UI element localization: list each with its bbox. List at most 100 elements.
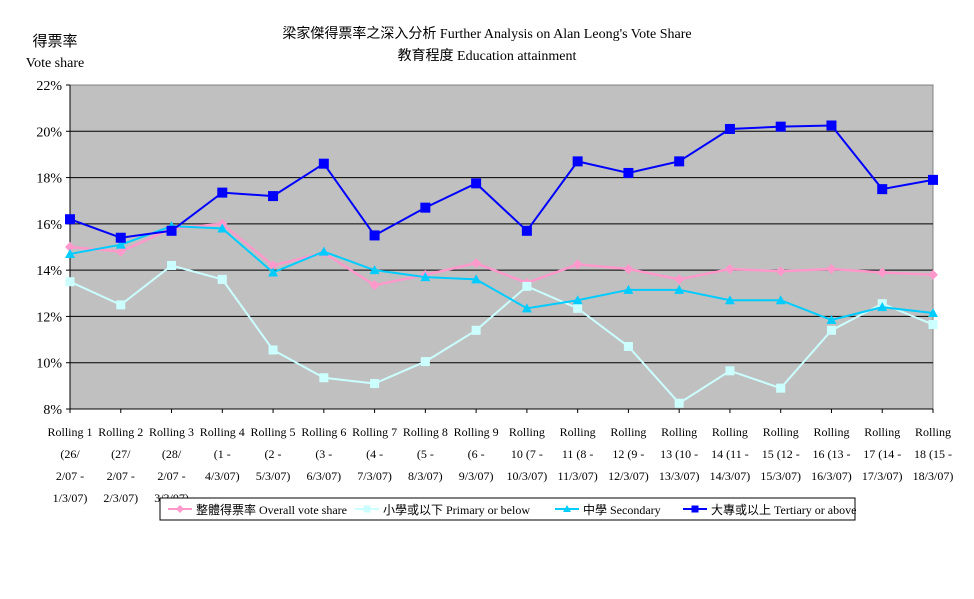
square-marker <box>420 357 430 367</box>
diamond-marker <box>65 242 75 252</box>
square-marker <box>471 178 482 189</box>
plot-area <box>69 84 934 410</box>
x-tick-label-line: 11/3/07) <box>558 469 598 483</box>
x-tick-label: Rolling 18 (15 - 18/3/07) <box>913 425 954 483</box>
square-marker <box>370 379 380 389</box>
triangle-marker <box>521 303 532 313</box>
x-tick-label-line: 4/3/07) <box>205 469 240 483</box>
triangle-marker <box>217 223 228 233</box>
series-line <box>69 225 934 321</box>
square-marker <box>369 230 380 241</box>
x-tick-label: Rolling 17 (14 - 17/3/07) <box>862 425 903 483</box>
x-tick-label-line: 7/3/07) <box>357 469 392 483</box>
x-tick-label-line: 2/07 - <box>56 469 84 483</box>
x-tick-label-line: Rolling 2 <box>98 425 143 439</box>
square-marker <box>217 274 227 284</box>
square-marker <box>725 366 735 376</box>
series-0 <box>65 218 938 291</box>
square-marker <box>928 174 938 185</box>
square-marker <box>826 325 836 335</box>
x-tick-label-line: Rolling 8 <box>403 425 448 439</box>
y-axis-label: Vote share <box>26 56 84 71</box>
x-tick-label-line: Rolling <box>864 425 900 439</box>
triangle-marker <box>369 265 380 275</box>
triangle-marker <box>826 314 837 324</box>
x-tick-label-line: (5 - <box>417 447 434 461</box>
series-3 <box>65 120 938 243</box>
square-marker <box>471 325 481 335</box>
square-marker <box>674 156 685 167</box>
diamond-marker <box>623 263 634 274</box>
x-tick-label-line: Rolling <box>560 425 596 439</box>
diamond-marker <box>928 269 938 280</box>
x-tick-label-line: 14/3/07) <box>710 469 751 483</box>
diamond-marker <box>877 267 888 278</box>
square-marker <box>319 373 329 383</box>
series-line <box>69 222 934 287</box>
diamond-marker <box>775 266 786 277</box>
y-tick-label: 22% <box>36 79 62 94</box>
x-tick-label-line: 2/07 - <box>107 469 135 483</box>
x-tick-label-line: Rolling <box>712 425 748 439</box>
square-marker <box>573 303 583 313</box>
square-marker <box>65 214 75 225</box>
diamond-marker <box>176 505 184 513</box>
x-tick-label-line: (1 - <box>214 447 231 461</box>
triangle-marker <box>471 274 482 284</box>
x-tick-label-line: 13/3/07) <box>659 469 700 483</box>
square-marker <box>776 383 786 393</box>
x-tick-label-line: 16 (13 - <box>812 447 850 461</box>
x-tick-label: Rolling 5 (2 - 5/3/07) <box>251 425 296 483</box>
legend-label: 小學或以下 Primary or below <box>383 503 530 517</box>
triangle-marker <box>420 272 431 282</box>
square-marker <box>167 261 177 271</box>
x-tick-label-line: (26/ <box>60 447 80 461</box>
triangle-marker <box>115 239 126 249</box>
x-tick-label-line: 17 (14 - <box>863 447 901 461</box>
diamond-marker <box>724 263 735 274</box>
triangle-marker <box>775 295 786 305</box>
chart-subtitle: 教育程度 Education attainment <box>398 48 577 64</box>
legend: 整體得票率 Overall vote share 小學或以下 Primary or… <box>159 497 856 521</box>
triangle-marker <box>268 267 279 277</box>
x-tick-label-line: Rolling 7 <box>352 425 397 439</box>
x-tick-label: Rolling 11 (8 - 11/3/07) <box>558 425 598 483</box>
triangle-marker <box>65 248 75 258</box>
diamond-marker <box>572 259 583 270</box>
x-tick-label-line: Rolling 1 <box>47 425 92 439</box>
triangle-marker <box>623 284 634 294</box>
legend-item: 小學或以下 Primary or below <box>355 503 530 517</box>
x-tick-label-line: (4 - <box>366 447 383 461</box>
triangle-marker <box>318 246 329 256</box>
x-tick-label-line: 8/3/07) <box>408 469 443 483</box>
x-tick-label-line: (6 - <box>468 447 485 461</box>
x-tick-label-line: 18/3/07) <box>913 469 954 483</box>
y-tick-label: 10% <box>36 357 62 372</box>
legend-item: 大專或以上 Tertiary or above <box>683 503 856 517</box>
x-tick-label-line: Rolling <box>763 425 799 439</box>
x-tick-label-line: Rolling 4 <box>200 425 245 439</box>
triangle-marker <box>724 295 735 305</box>
square-marker <box>572 156 583 167</box>
x-tick-label-line: 2/07 - <box>157 469 185 483</box>
x-tick-label-line: Rolling <box>610 425 646 439</box>
y-tick-label: 18% <box>36 172 62 187</box>
y-tick-label: 8% <box>43 403 62 418</box>
diamond-marker <box>674 274 685 285</box>
square-marker <box>268 345 278 355</box>
x-tick-label-line: 15/3/07) <box>760 469 801 483</box>
square-marker <box>166 225 177 236</box>
legend-label: 整體得票率 Overall vote share <box>196 502 347 517</box>
x-tick-label-line: 10 (7 - <box>511 447 543 461</box>
square-marker <box>116 300 126 310</box>
x-tick-label-line: Rolling 5 <box>251 425 296 439</box>
square-marker <box>268 191 279 202</box>
x-tick-label-line: 11 (8 - <box>562 447 594 461</box>
square-marker <box>318 158 329 169</box>
x-tick-label: Rolling 6 (3 - 6/3/07) <box>301 425 346 483</box>
x-tick-label: Rolling 12 (9 - 12/3/07) <box>608 425 649 483</box>
square-marker <box>826 120 837 131</box>
y-tick-label: 16% <box>36 218 62 233</box>
x-tick-label-line: 1/3/07) <box>53 491 88 505</box>
